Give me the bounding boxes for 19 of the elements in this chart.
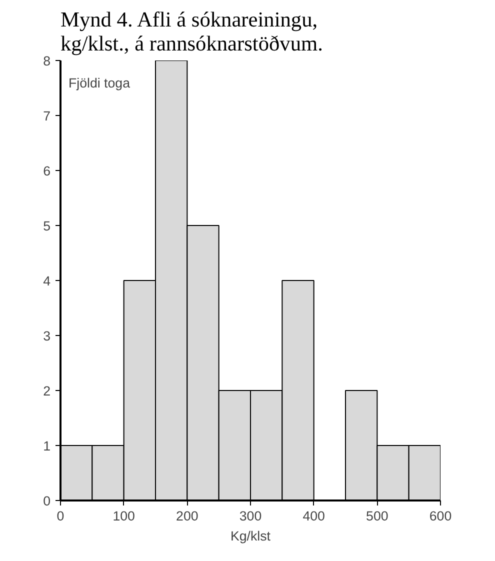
y-tick-label: 2 <box>43 384 51 398</box>
x-tick-label: 400 <box>302 508 325 524</box>
y-tick-label: 4 <box>43 274 52 288</box>
x-tick-label: 300 <box>239 508 262 524</box>
x-axis-title: Kg/klst <box>230 528 271 544</box>
y-tick-label: 5 <box>43 218 51 234</box>
x-tick-label: 600 <box>429 508 452 524</box>
y-axis-title: Fjöldi toga <box>68 76 131 90</box>
y-tick-label: 7 <box>43 108 51 124</box>
y-tick-label: 3 <box>43 328 51 344</box>
y-tick-label: 6 <box>43 164 51 178</box>
x-tick-label: 200 <box>176 508 198 524</box>
x-tick-label: 0 <box>56 508 64 524</box>
y-tick-label: 8 <box>43 54 51 68</box>
x-tick-label: 100 <box>112 508 135 524</box>
x-tick-label: 500 <box>366 508 388 524</box>
chart-title: Mynd 4. Afli á sóknareiningu, kg/klst., á rannsóknarstöðvum. <box>60 8 323 56</box>
y-tick-label: 0 <box>43 494 51 508</box>
y-tick-label: 1 <box>43 438 51 454</box>
